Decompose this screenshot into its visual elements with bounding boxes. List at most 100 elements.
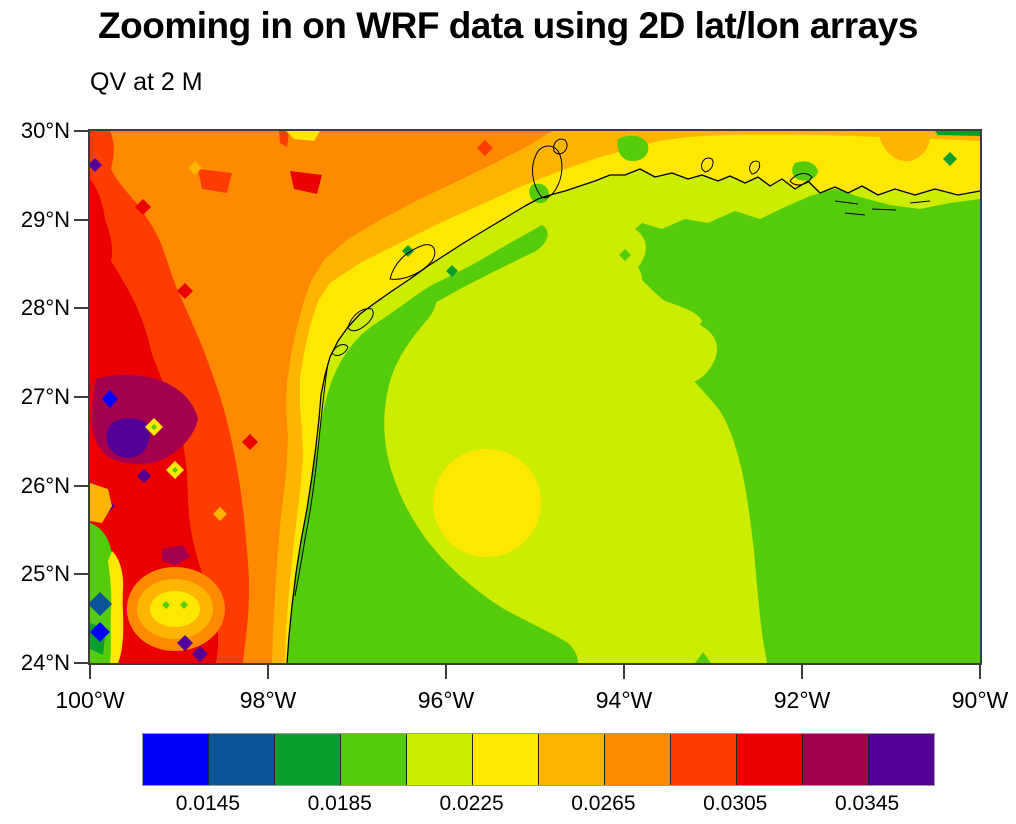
region-lightgreen-wedge-2 xyxy=(663,321,718,385)
y-tick-mark xyxy=(74,130,89,132)
region-coastline xyxy=(286,168,980,663)
colorbar-cell-2 xyxy=(209,734,275,785)
colorbar-cell-6 xyxy=(473,734,539,785)
region-purple-diamond-2 xyxy=(137,469,151,483)
region-maroon-patch-2 xyxy=(162,545,190,565)
region-la-green-patch-2 xyxy=(792,161,818,181)
region-purple-patch xyxy=(106,418,150,458)
region-oy-diamond-2 xyxy=(188,161,202,175)
region-red-patch-top xyxy=(290,171,322,194)
region-marsh-dash-3 xyxy=(909,200,931,204)
x-tick-label: 90°W xyxy=(951,687,1009,713)
colorbar-cell-3 xyxy=(275,734,341,785)
region-oy-edge-patch xyxy=(90,483,112,523)
region-darkgreen-strip-tr xyxy=(935,131,980,136)
colorbar xyxy=(142,733,935,786)
y-tick-label: 29°N xyxy=(20,206,70,232)
region-la-green-patch-1 xyxy=(617,135,649,162)
region-orange-diamond xyxy=(374,194,390,208)
region-green-mass-east xyxy=(630,189,980,663)
region-green-strip-offshore xyxy=(427,225,548,303)
x-tick-label: 96°W xyxy=(417,687,475,713)
colorbar-label: 0.0225 xyxy=(439,792,504,815)
region-green-coastal-band xyxy=(287,286,578,663)
region-calcasieu-lake-outline xyxy=(701,157,714,173)
region-red-orange-diamond xyxy=(477,140,493,156)
y-tick-mark xyxy=(74,484,89,487)
colorbar-label: 0.0185 xyxy=(307,792,372,815)
region-darkblue-diamond xyxy=(90,592,112,616)
colorbar-cell-1 xyxy=(143,734,209,785)
map-plot-area xyxy=(88,129,982,665)
region-blue-diamond-bl xyxy=(90,622,110,642)
region-vermilion-bay-outline xyxy=(789,173,813,186)
colorbar-cell-9 xyxy=(671,734,737,785)
colorbar-label: 0.0145 xyxy=(175,792,241,815)
region-corpus-bay-outline xyxy=(347,308,374,332)
plot-title: Zooming in on WRF data using 2D lat/lon … xyxy=(98,5,918,46)
colorbar-cell-8 xyxy=(605,734,671,785)
region-red-diamond-2 xyxy=(242,434,258,450)
x-tick-label: 94°W xyxy=(595,687,653,713)
colorbar-cell-11 xyxy=(803,734,869,785)
region-marsh-dash-4 xyxy=(844,212,866,216)
colorbar-label: 0.0305 xyxy=(703,792,768,815)
region-laguna-madre-line xyxy=(294,362,329,597)
x-tick-mark xyxy=(623,665,625,679)
region-blue-diamond-in-purple xyxy=(102,390,118,408)
region-white-lake-outline xyxy=(749,160,761,175)
y-tick-mark xyxy=(74,662,89,664)
colorbar-cell-4 xyxy=(341,734,407,785)
region-oy-patch-tr xyxy=(880,131,931,162)
region-purple-diamond-b2 xyxy=(192,646,208,662)
region-lightgreen-wedge-1 xyxy=(621,229,646,299)
y-tick-label: 27°N xyxy=(20,384,70,409)
region-green-tri-bottom xyxy=(695,652,711,663)
x-tick-mark xyxy=(979,665,981,679)
region-marsh-dash-2 xyxy=(871,208,897,211)
y-tick-mark xyxy=(74,218,89,221)
region-marsh-dash-1 xyxy=(834,200,859,205)
region-yellow-eddy xyxy=(433,449,541,557)
region-red-diamond-1 xyxy=(135,199,151,215)
x-tick-label: 98°W xyxy=(239,687,297,713)
colorbar-cell-7 xyxy=(539,734,605,785)
x-tick-label: 100°W xyxy=(55,687,125,713)
colorbar-label: 0.0265 xyxy=(571,792,636,815)
region-darkgreen-diamond-tr xyxy=(943,152,957,166)
region-darkgreen-diamond-1 xyxy=(402,245,414,257)
region-darkgreen-diamond-2 xyxy=(446,265,458,277)
colorbar-cell-5 xyxy=(407,734,473,785)
y-tick-mark xyxy=(74,573,89,576)
x-tick-mark xyxy=(801,665,803,679)
region-red-orange-patch xyxy=(198,169,232,193)
region-sabine-lake-outline xyxy=(553,138,568,155)
region-red-diamond-3 xyxy=(177,283,193,299)
y-tick-mark xyxy=(74,307,89,310)
plot-subtitle: QV at 2 M xyxy=(90,68,203,96)
region-purple-diamond-b1 xyxy=(177,635,193,651)
x-tick-mark xyxy=(445,665,447,679)
colorbar-cell-10 xyxy=(737,734,803,785)
region-bl-yellow-blob xyxy=(150,591,200,627)
region-purple-diamond-topleft xyxy=(90,158,102,172)
y-tick-label: 24°N xyxy=(20,650,70,675)
region-copano-bay-outline xyxy=(331,344,349,356)
y-tick-label: 30°N xyxy=(20,118,70,143)
region-galveston-bay-outline xyxy=(532,145,563,199)
region-bl-green-d2 xyxy=(180,601,188,609)
x-tick-label: 92°W xyxy=(773,687,831,713)
colorbar-cell-12 xyxy=(869,734,934,785)
region-yellow-diamond-1-core xyxy=(151,424,157,430)
contour-map xyxy=(90,131,980,663)
y-tick-label: 25°N xyxy=(20,561,70,587)
colorbar-label: 0.0345 xyxy=(834,792,900,815)
region-yellow-diamond-2-core xyxy=(172,467,178,473)
x-tick-mark xyxy=(89,665,91,679)
region-green-diamond-mid xyxy=(619,249,631,261)
x-tick-mark xyxy=(267,665,269,679)
region-matagorda-bay-outline xyxy=(389,244,436,280)
region-yellow-top-patch xyxy=(286,131,320,141)
region-red-orange-sliver-top xyxy=(279,131,289,147)
y-tick-label: 28°N xyxy=(20,295,70,321)
